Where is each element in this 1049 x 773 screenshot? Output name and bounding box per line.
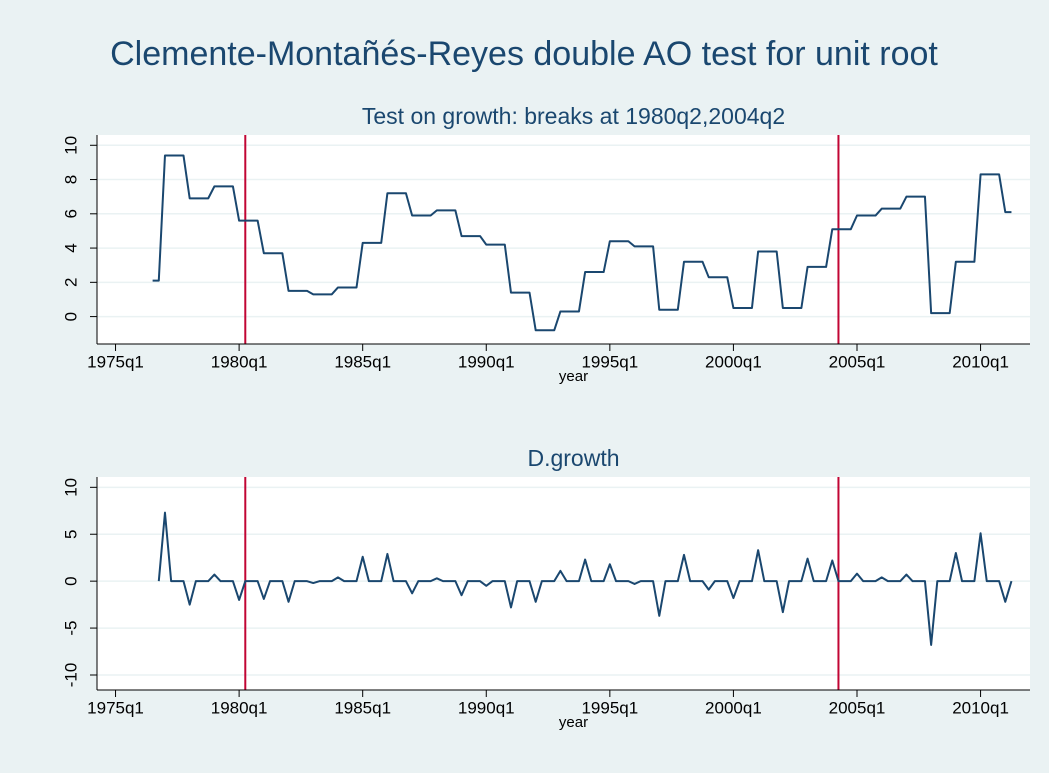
x-tick-label: 2000q1 xyxy=(705,352,762,371)
x-tick-label: 1975q1 xyxy=(87,698,144,717)
y-tick-label: 0 xyxy=(61,312,80,321)
x-tick-label: 1995q1 xyxy=(581,698,638,717)
y-tick-label: 0 xyxy=(61,576,80,585)
y-tick-label: 8 xyxy=(61,175,80,184)
x-tick-label: 2000q1 xyxy=(705,698,762,717)
plot-area xyxy=(97,477,1030,690)
x-axis-label: year xyxy=(559,368,588,385)
plot-area xyxy=(97,135,1030,344)
y-tick-label: 6 xyxy=(61,209,80,218)
y-tick-label: 10 xyxy=(61,478,80,497)
y-tick-label: 5 xyxy=(61,530,80,539)
y-tick-label: 4 xyxy=(61,243,80,252)
x-tick-label: 1995q1 xyxy=(581,352,638,371)
x-tick-label: 1980q1 xyxy=(211,352,268,371)
x-tick-label: 1990q1 xyxy=(458,352,515,371)
data-line xyxy=(152,154,1012,332)
x-tick-label: 1985q1 xyxy=(334,698,391,717)
x-tick-label: 1975q1 xyxy=(87,352,144,371)
x-tick-label: 2010q1 xyxy=(952,698,1009,717)
x-tick-label: 2005q1 xyxy=(829,352,886,371)
x-axis-label: year xyxy=(559,714,588,731)
chart-title: Clemente-Montañés-Reyes double AO test f… xyxy=(110,35,938,73)
data-line xyxy=(157,511,1013,646)
panel-title: Test on growth: breaks at 1980q2,2004q2 xyxy=(362,103,785,129)
y-tick-label: -10 xyxy=(61,663,80,688)
x-tick-label: 2010q1 xyxy=(952,352,1009,371)
y-tick-label: 10 xyxy=(61,136,80,155)
panel-title: D.growth xyxy=(527,445,619,471)
y-tick-label: 2 xyxy=(61,278,80,287)
x-tick-label: 2005q1 xyxy=(829,698,886,717)
x-tick-label: 1980q1 xyxy=(211,698,268,717)
x-tick-label: 1990q1 xyxy=(458,698,515,717)
y-tick-label: -5 xyxy=(61,621,80,636)
x-tick-label: 1985q1 xyxy=(334,352,391,371)
